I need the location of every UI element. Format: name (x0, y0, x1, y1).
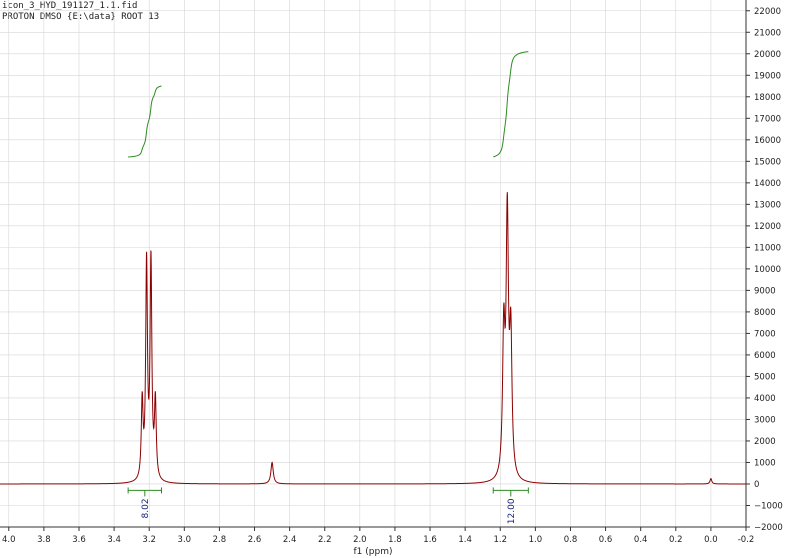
integral-value-label: 8.02 (141, 498, 151, 518)
grid-lines (0, 0, 747, 528)
integral-bars: 8.02 12.00 (127, 487, 529, 524)
integral-curve (493, 51, 529, 158)
integral-curves (128, 51, 529, 158)
spectrum-line (0, 192, 746, 485)
y-tick-label: 9000 (754, 286, 776, 296)
x-tick-label: 1.4 (458, 535, 472, 545)
x-tick-label: 0.8 (564, 535, 578, 545)
y-tick-label: 15000 (754, 157, 781, 167)
x-tick-label: 2.4 (283, 535, 297, 545)
y-tick-label: 8000 (754, 308, 776, 318)
x-tick-label: 1.6 (423, 535, 437, 545)
x-tick-label: 4.0 (2, 535, 16, 545)
y-tick-label: 21000 (754, 28, 781, 38)
y-tick-label: 19000 (754, 71, 781, 81)
x-tick-label: 2.2 (318, 535, 332, 545)
x-tick-label: 1.2 (493, 535, 507, 545)
x-axis-title: f1 (ppm) (354, 547, 393, 557)
y-tick-label: 0 (754, 480, 759, 490)
y-tick-label: 16000 (754, 136, 781, 146)
x-tick-label: 2.6 (248, 535, 262, 545)
y-tick-label: 17000 (754, 114, 781, 124)
y-tick-label: 2000 (754, 437, 776, 447)
y-tick-label: 6000 (754, 351, 776, 361)
y-tick-label: 14000 (754, 179, 781, 189)
y-tick-label: 12000 (754, 222, 781, 232)
filename-text: icon_3_HYD_191127_1.1.fid (2, 1, 138, 11)
y-tick-label: 18000 (754, 93, 781, 103)
y-tick-label: 1000 (754, 458, 776, 468)
integral-curve (128, 85, 162, 158)
x-tick-label: 0.6 (599, 535, 613, 545)
y-tick-label: 5000 (754, 372, 776, 382)
file-header: icon_3_HYD_191127_1.1.fid PROTON DMSO {E… (2, 1, 159, 23)
experiment-text: PROTON DMSO {E:\data} ROOT 13 (2, 12, 160, 22)
x-tick-label: 3.2 (142, 535, 156, 545)
x-tick-label: -0.2 (738, 535, 755, 545)
x-tick-label: 1.0 (529, 535, 543, 545)
y-tick-label: 3000 (754, 415, 776, 425)
x-tick-label: 3.0 (178, 535, 192, 545)
y-tick-label: −1000 (754, 501, 783, 511)
y-tick-label: 22000 (754, 7, 781, 17)
x-tick-label: 3.6 (72, 535, 86, 545)
y-tick-label: 13000 (754, 200, 781, 210)
x-tick-label: 3.4 (107, 535, 121, 545)
x-tick-label: 1.8 (388, 535, 402, 545)
x-tick-label: 2.8 (213, 535, 227, 545)
y-tick-label: 4000 (754, 394, 776, 404)
x-tick-label: 0.0 (704, 535, 718, 545)
y-axis: 2200021000200001900018000170001600015000… (745, 0, 783, 533)
x-tick-label: 0.2 (669, 535, 683, 545)
y-tick-label: 7000 (754, 329, 776, 339)
x-tick-label: 3.8 (37, 535, 51, 545)
y-tick-label: −2000 (754, 523, 783, 533)
y-tick-label: 10000 (754, 265, 781, 275)
x-tick-label: 2.0 (353, 535, 367, 545)
x-tick-label: 0.4 (634, 535, 648, 545)
y-tick-label: 20000 (754, 50, 781, 60)
x-axis: 4.0 3.8 3.6 3.4 3.2 3.0 2.8 2.6 2.4 2.2 2.0 1.8 1.6 1… (0, 526, 755, 545)
y-tick-label: 11000 (754, 243, 781, 253)
integral-value-label: 12.00 (507, 498, 517, 524)
